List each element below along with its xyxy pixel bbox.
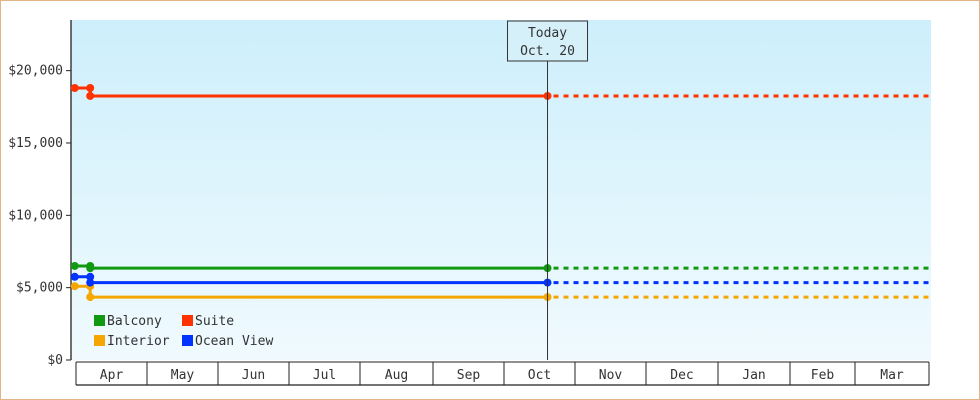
data-point-interior: [86, 293, 95, 302]
month-label-feb: Feb: [811, 368, 835, 383]
month-label-jan: Jan: [742, 368, 765, 383]
month-label-aug: Aug: [385, 368, 408, 383]
y-tick-label: $15,000: [8, 136, 63, 151]
data-point-suite: [86, 84, 95, 92]
month-label-apr: Apr: [100, 368, 124, 383]
data-point-interior: [70, 282, 79, 291]
data-point-ocean-view: [70, 272, 79, 281]
month-label-sep: Sep: [457, 368, 481, 383]
today-box: [507, 20, 589, 62]
month-label-jun: Jun: [242, 368, 265, 383]
month-label-nov: Nov: [599, 368, 623, 383]
data-point-suite: [86, 91, 95, 100]
plot-area: [71, 20, 931, 360]
data-point-ocean-view: [86, 272, 95, 281]
y-tick-label: $10,000: [8, 208, 63, 223]
y-tick-label: $20,000: [8, 64, 63, 79]
legend-swatch-suite: [182, 315, 193, 326]
legend-swatch-ocean-view: [182, 335, 193, 346]
data-point-balcony: [70, 261, 79, 270]
y-tick-label: $0: [47, 353, 63, 368]
data-point-ocean-view: [86, 278, 95, 287]
data-point-balcony: [86, 264, 95, 273]
legend-label-ocean-view: Ocean View: [195, 334, 273, 349]
today-date: Oct. 20: [520, 44, 575, 59]
data-point-suite: [70, 84, 79, 92]
month-label-may: May: [171, 368, 195, 383]
legend-label-interior: Interior: [107, 334, 170, 349]
today-label: Today: [528, 26, 567, 41]
legend-label-suite: Suite: [195, 314, 234, 329]
legend-swatch-balcony: [94, 315, 105, 326]
legend-label-balcony: Balcony: [107, 314, 162, 329]
month-label-oct: Oct: [528, 368, 551, 383]
series-line-interior: [74, 284, 548, 299]
legend-swatch-interior: [94, 335, 105, 346]
month-label-jul: Jul: [313, 368, 336, 383]
month-label-dec: Dec: [670, 368, 693, 383]
y-tick-label: $5,000: [16, 281, 63, 296]
month-label-mar: Mar: [880, 368, 904, 383]
